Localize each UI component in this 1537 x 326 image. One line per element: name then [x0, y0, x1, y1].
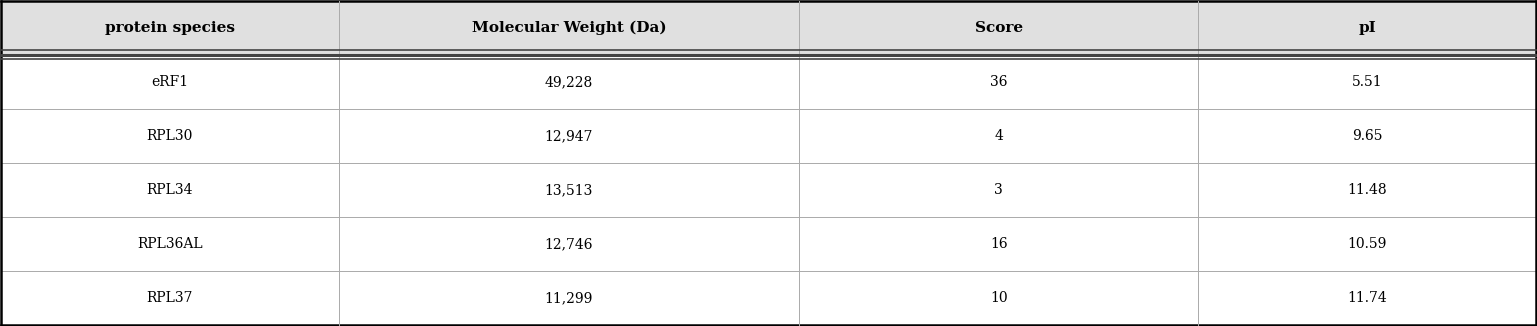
Text: RPL30: RPL30 [146, 129, 192, 143]
Text: 5.51: 5.51 [1353, 75, 1383, 89]
Text: 12,746: 12,746 [544, 237, 593, 251]
Text: Molecular Weight (Da): Molecular Weight (Da) [472, 21, 666, 35]
Text: 3: 3 [994, 183, 1004, 197]
Text: 49,228: 49,228 [544, 75, 593, 89]
Text: 4: 4 [994, 129, 1004, 143]
Text: 13,513: 13,513 [544, 183, 593, 197]
Text: 11,299: 11,299 [544, 291, 593, 305]
Text: 12,947: 12,947 [544, 129, 593, 143]
Text: eRF1: eRF1 [151, 75, 188, 89]
Text: RPL37: RPL37 [146, 291, 192, 305]
Text: 11.74: 11.74 [1348, 291, 1388, 305]
Text: 36: 36 [990, 75, 1008, 89]
Text: 9.65: 9.65 [1353, 129, 1383, 143]
Text: RPL36AL: RPL36AL [137, 237, 203, 251]
Text: 10: 10 [990, 291, 1008, 305]
Text: pI: pI [1359, 21, 1376, 35]
Text: RPL34: RPL34 [146, 183, 192, 197]
Text: 10.59: 10.59 [1348, 237, 1386, 251]
Text: 16: 16 [990, 237, 1008, 251]
Text: 11.48: 11.48 [1348, 183, 1388, 197]
Text: protein species: protein species [105, 21, 235, 35]
Text: Score: Score [974, 21, 1024, 35]
Bar [0, 1, 1537, 55]
